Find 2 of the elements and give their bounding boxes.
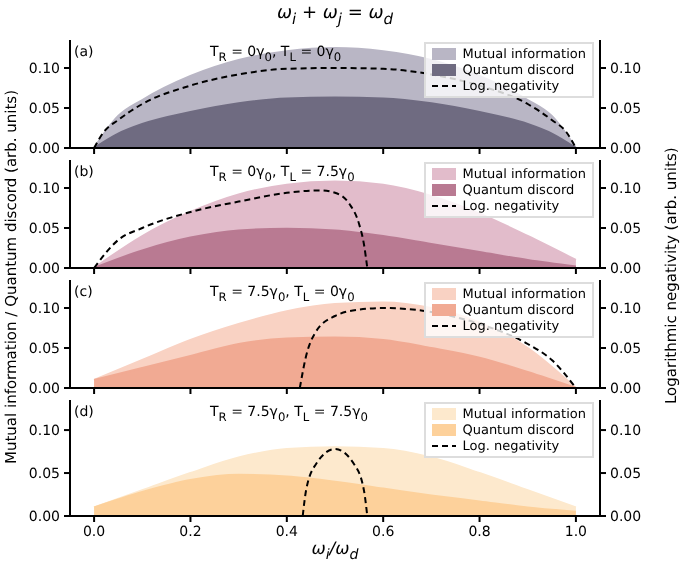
chart-title: ω$_{i}$ + ω$_{j}$ = ω$_{d}$: [274, 4, 396, 28]
x-axis-title: ω$_{i}$/ω$_{d}$: [309, 540, 361, 564]
